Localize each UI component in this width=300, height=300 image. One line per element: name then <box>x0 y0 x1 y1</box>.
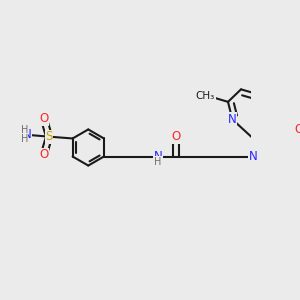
Text: H: H <box>154 157 162 166</box>
Text: H: H <box>20 125 28 135</box>
Text: O: O <box>39 112 48 125</box>
Text: CH₃: CH₃ <box>196 92 215 101</box>
Text: N: N <box>249 150 257 163</box>
Text: O: O <box>294 123 300 136</box>
Text: S: S <box>46 130 53 143</box>
Text: O: O <box>39 148 48 161</box>
Text: N: N <box>23 128 32 141</box>
Text: H: H <box>20 134 28 144</box>
Text: N: N <box>154 150 162 163</box>
Text: O: O <box>172 130 181 143</box>
Text: N: N <box>228 113 237 126</box>
